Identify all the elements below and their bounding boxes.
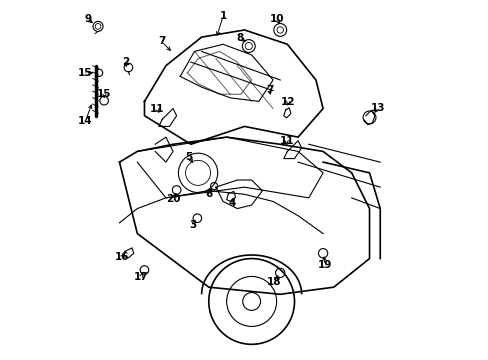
Text: 18: 18: [266, 277, 281, 287]
Text: 8: 8: [236, 33, 244, 43]
Text: 16: 16: [115, 252, 129, 262]
Text: 6: 6: [205, 189, 212, 199]
Text: 12: 12: [280, 97, 295, 107]
Text: 4: 4: [228, 198, 235, 208]
Text: 19: 19: [317, 260, 331, 270]
Text: 2: 2: [122, 57, 129, 67]
Text: 11: 11: [149, 104, 164, 113]
Text: 13: 13: [370, 103, 385, 113]
Text: 20: 20: [166, 194, 181, 203]
Text: 15: 15: [97, 89, 111, 99]
Text: 10: 10: [269, 14, 284, 24]
Text: 7: 7: [265, 85, 273, 95]
Text: 5: 5: [185, 152, 192, 162]
Text: 11: 11: [279, 136, 293, 147]
Text: 7: 7: [158, 36, 165, 46]
Text: 3: 3: [189, 220, 196, 230]
Text: 14: 14: [78, 116, 93, 126]
Text: 15: 15: [78, 68, 93, 78]
Text: 9: 9: [84, 14, 91, 24]
Text: 1: 1: [219, 12, 226, 21]
Text: 17: 17: [133, 272, 148, 282]
